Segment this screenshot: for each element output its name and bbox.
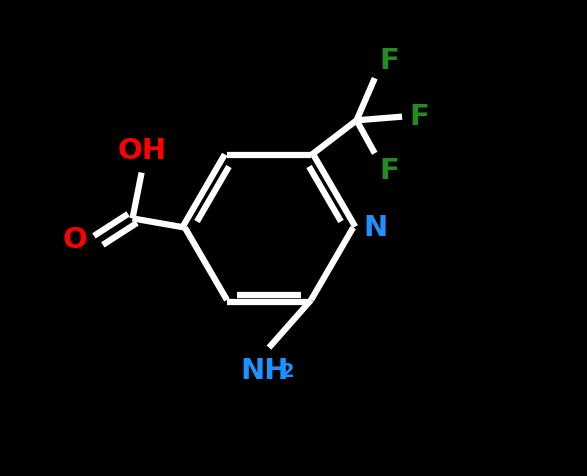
- Text: N: N: [363, 214, 387, 241]
- Text: O: O: [62, 227, 87, 254]
- Text: F: F: [409, 103, 429, 130]
- Text: F: F: [379, 157, 399, 185]
- Text: 2: 2: [281, 362, 294, 380]
- Text: F: F: [379, 47, 399, 75]
- Text: OH: OH: [117, 137, 166, 165]
- Text: NH: NH: [240, 357, 289, 385]
